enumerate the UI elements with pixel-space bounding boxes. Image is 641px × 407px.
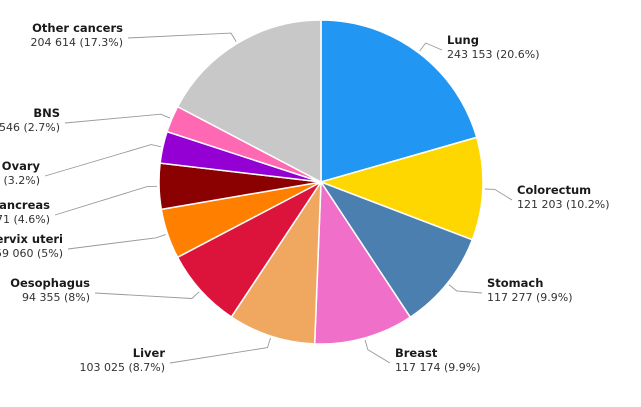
pie-slice-breast	[313, 179, 412, 345]
pie-slice-colorectum	[318, 136, 484, 241]
pie-slice-other-cancers	[176, 19, 322, 184]
slice-label-other-cancers: Other cancers	[32, 21, 123, 35]
leader-line-pancreas	[54, 185, 158, 216]
slice-label-bns: BNS	[33, 106, 60, 120]
slice-label-cervix-uteri: Cervix uteri	[0, 232, 63, 246]
leader-line-ovary	[44, 144, 161, 177]
slice-value-stomach: 117 277 (9.9%)	[487, 291, 573, 304]
slice-label-stomach: Stomach	[487, 276, 543, 290]
leader-line-bns	[64, 113, 171, 124]
slice-label-oesophagus: Oesophagus	[10, 276, 90, 290]
leader-lines	[44, 32, 513, 364]
slice-value-liver: 103 025 (8.7%)	[79, 361, 165, 374]
slice-value-cervix-uteri: 59 060 (5%)	[0, 247, 63, 260]
slice-label-liver: Liver	[133, 346, 166, 360]
leader-line-other-cancers	[127, 32, 237, 42]
leader-line-cervix-uteri	[67, 234, 166, 250]
slice-value-pancreas: 53 971 (4.6%)	[0, 213, 50, 226]
slice-value-ovary: 37 519 (3.2%)	[0, 174, 40, 187]
leader-line-colorectum	[484, 188, 513, 201]
leader-line-liver	[169, 337, 271, 364]
pie-slices	[158, 19, 484, 345]
slice-value-colorectum: 121 203 (10.2%)	[517, 198, 610, 211]
pie-slice-liver	[230, 179, 322, 345]
pie-slice-stomach	[319, 180, 474, 319]
slice-value-lung: 243 153 (20.6%)	[447, 48, 540, 61]
slice-label-ovary: Ovary	[2, 159, 41, 173]
leader-line-oesophagus	[94, 291, 200, 299]
slice-label-pancreas: Pancreas	[0, 198, 50, 212]
slice-value-breast: 117 174 (9.9%)	[395, 361, 481, 374]
pie-slice-lung	[320, 19, 478, 183]
leader-line-breast	[364, 339, 391, 364]
slice-label-breast: Breast	[395, 346, 438, 360]
slice-value-bns: 31 546 (2.7%)	[0, 121, 60, 134]
slice-label-colorectum: Colorectum	[517, 183, 591, 197]
slice-value-oesophagus: 94 355 (8%)	[22, 291, 90, 304]
slice-value-other-cancers: 204 614 (17.3%)	[30, 36, 123, 49]
leader-line-lung	[419, 42, 443, 52]
slice-label-lung: Lung	[447, 33, 479, 47]
leader-line-stomach	[448, 284, 483, 294]
